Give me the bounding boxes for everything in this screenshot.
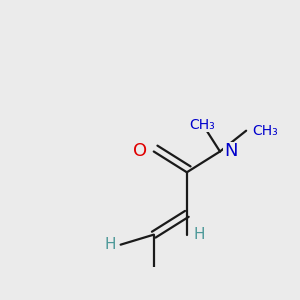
Text: H: H: [104, 237, 116, 252]
Text: H: H: [193, 227, 205, 242]
Text: CH₃: CH₃: [252, 124, 278, 138]
Text: CH₃: CH₃: [189, 118, 215, 132]
Text: N: N: [224, 142, 237, 160]
Text: O: O: [134, 142, 148, 160]
